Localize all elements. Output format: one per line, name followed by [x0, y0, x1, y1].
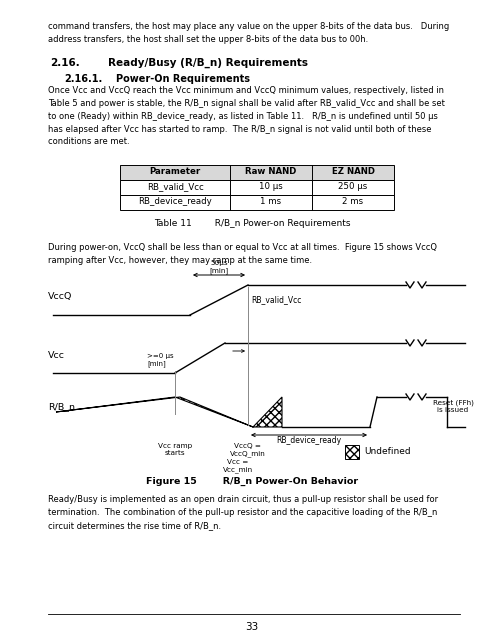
Text: 2 ms: 2 ms — [343, 197, 363, 206]
Text: 33: 33 — [246, 622, 258, 632]
Text: Reset (FFh)
is issued: Reset (FFh) is issued — [433, 400, 473, 413]
Text: Power-On Requirements: Power-On Requirements — [116, 74, 250, 84]
Text: Figure 15        R/B_n Power-On Behavior: Figure 15 R/B_n Power-On Behavior — [146, 477, 358, 486]
Text: VccQ: VccQ — [48, 292, 72, 301]
Bar — [120, 165, 394, 180]
Text: EZ NAND: EZ NAND — [332, 167, 375, 176]
Polygon shape — [56, 397, 282, 427]
Bar — [120, 195, 394, 210]
Text: Ready/Busy (R/B_n) Requirements: Ready/Busy (R/B_n) Requirements — [108, 58, 308, 68]
Text: >=0 µs
[min]: >=0 µs [min] — [147, 353, 174, 367]
Text: During power-on, VccQ shall be less than or equal to Vcc at all times.  Figure 1: During power-on, VccQ shall be less than… — [48, 243, 437, 265]
Text: 10 µs: 10 µs — [259, 182, 283, 191]
Text: RB_device_ready: RB_device_ready — [138, 197, 212, 206]
Text: 50µs
[min]: 50µs [min] — [209, 260, 229, 274]
Text: Ready/Busy is implemented as an open drain circuit, thus a pull-up resistor shal: Ready/Busy is implemented as an open dra… — [48, 495, 438, 530]
Bar — [120, 180, 394, 195]
Text: 2.16.: 2.16. — [50, 58, 80, 68]
Text: Vcc ramp
starts: Vcc ramp starts — [158, 443, 192, 456]
Text: 1 ms: 1 ms — [260, 197, 282, 206]
Text: Table 11        R/B_n Power-on Requirements: Table 11 R/B_n Power-on Requirements — [154, 219, 350, 228]
Text: RB_valid_Vcc: RB_valid_Vcc — [251, 295, 301, 304]
Text: Vcc =
Vcc_min: Vcc = Vcc_min — [223, 459, 253, 473]
Text: command transfers, the host may place any value on the upper 8-bits of the data : command transfers, the host may place an… — [48, 22, 449, 44]
Text: RB_device_ready: RB_device_ready — [276, 436, 342, 445]
Text: Parameter: Parameter — [149, 167, 200, 176]
Text: Undefined: Undefined — [364, 447, 411, 456]
Text: Once Vᴄᴄ and VccQ reach the Vᴄᴄ minimum and VccQ minimum values, respectively, l: Once Vᴄᴄ and VccQ reach the Vᴄᴄ minimum … — [48, 86, 445, 147]
Bar — [345, 445, 359, 459]
Text: 250 µs: 250 µs — [339, 182, 368, 191]
Text: R/B_n: R/B_n — [48, 403, 75, 412]
Text: RB_valid_Vcc: RB_valid_Vcc — [147, 182, 203, 191]
Text: 2.16.1.: 2.16.1. — [64, 74, 102, 84]
Text: Vcc: Vcc — [48, 351, 65, 360]
Text: VccQ =
VccQ_min: VccQ = VccQ_min — [230, 443, 266, 457]
Text: Raw NAND: Raw NAND — [246, 167, 297, 176]
